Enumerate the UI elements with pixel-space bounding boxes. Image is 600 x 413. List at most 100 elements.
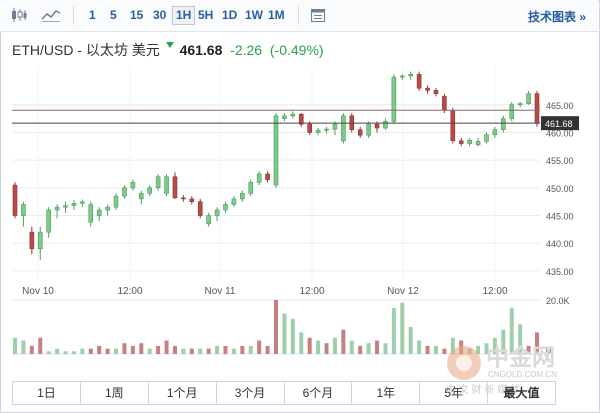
candle-body <box>399 75 405 78</box>
volume-bar <box>80 348 85 354</box>
candle-body <box>256 173 262 183</box>
volume-bar <box>526 345 531 354</box>
volume-bar <box>198 348 203 354</box>
volume-bar <box>240 345 245 354</box>
quote-header: ETH/USD - 以太坊 美元 461.68 -2.26 (-0.49%) <box>12 40 324 60</box>
symbol-name: ETH/USD - 以太坊 美元 <box>12 42 160 58</box>
interval-1d[interactable]: 1D <box>222 8 238 22</box>
toolbar: 1 5 15 30 1H 5H 1D 1W 1M 技术图表 » <box>0 0 598 32</box>
volume-bar <box>248 345 253 354</box>
volume-bar <box>88 348 93 354</box>
volume-bar <box>122 343 127 354</box>
candle-body <box>332 123 338 130</box>
candle-body <box>63 205 68 208</box>
interval-15[interactable]: 15 <box>130 8 144 22</box>
volume-bar <box>29 345 34 354</box>
volume-bar <box>156 345 161 354</box>
candle-body <box>450 110 456 142</box>
x-tick-label: 12:00 <box>117 286 142 297</box>
range-1d[interactable]: 1日 <box>13 382 81 404</box>
candle-body <box>324 128 329 131</box>
tech-chart-link[interactable]: 技术图表 » <box>527 10 586 24</box>
candle-body <box>425 87 430 91</box>
candle-body <box>509 104 515 119</box>
volume-bar <box>147 348 152 354</box>
range-1w[interactable]: 1周 <box>81 382 149 404</box>
last-price-tag <box>541 116 579 131</box>
volume-bar <box>231 348 236 354</box>
volume-bar <box>290 318 295 354</box>
last-price-tag-label: 461.68 <box>545 119 573 129</box>
candle-body <box>147 187 153 194</box>
volume-bar <box>358 345 363 354</box>
volume-bar <box>400 302 405 354</box>
volume-bar <box>114 348 119 354</box>
price-change: -2.26 <box>230 42 263 58</box>
volume-bar <box>265 345 270 354</box>
range-3mo[interactable]: 3个月 <box>217 382 285 404</box>
volume-bar <box>341 329 346 354</box>
candle-body <box>96 209 102 216</box>
interval-5[interactable]: 5 <box>110 8 117 22</box>
range-selector: 1日 1周 1个月 3个月 6个月 1年 5年 最大值 <box>12 381 556 405</box>
volume-bar <box>105 348 110 354</box>
candle-body <box>155 176 161 189</box>
interval-1m[interactable]: 1M <box>268 8 285 22</box>
candle-body <box>290 113 296 117</box>
candlestick-icon[interactable] <box>8 5 30 25</box>
volume-bar <box>316 340 321 354</box>
volume-bar <box>417 340 422 354</box>
calendar-icon[interactable] <box>307 5 329 25</box>
candle-body <box>298 113 304 125</box>
candle-body <box>88 204 94 223</box>
volume-bar <box>71 351 76 354</box>
candle-body <box>475 141 481 145</box>
candle-body <box>315 129 321 133</box>
interval-30[interactable]: 30 <box>153 8 167 22</box>
candle-body <box>307 123 312 133</box>
interval-5h[interactable]: 5H <box>198 8 214 22</box>
y-tick-label: 460.00 <box>546 128 574 138</box>
range-6mo[interactable]: 6个月 <box>285 382 353 404</box>
volume-bar <box>366 343 371 354</box>
range-1y[interactable]: 1年 <box>352 382 421 404</box>
candle-body <box>282 115 287 119</box>
watermark-cn: 中金网 <box>486 344 555 370</box>
interval-1[interactable]: 1 <box>89 8 96 22</box>
x-tick-label: Nov 10 <box>22 286 54 297</box>
interval-1w[interactable]: 1W <box>245 8 263 22</box>
volume-bar <box>433 345 438 354</box>
volume-bar <box>391 308 396 354</box>
candle-body <box>273 115 279 186</box>
volume-bar <box>206 348 211 354</box>
volume-bar <box>332 337 337 354</box>
x-tick-label: Nov 12 <box>387 286 419 297</box>
candle-body <box>517 103 523 106</box>
volume-bar <box>535 332 539 354</box>
line-chart-icon[interactable] <box>40 5 62 25</box>
interval-1h[interactable]: 1H <box>172 6 196 25</box>
range-1mo[interactable]: 1个月 <box>149 382 217 404</box>
candle-body <box>21 204 26 216</box>
volume-bar <box>282 313 287 354</box>
volume-bar <box>172 345 177 354</box>
volume-bar <box>476 345 481 354</box>
volume-bar <box>442 348 447 354</box>
y-tick-label: 450.00 <box>546 184 574 194</box>
volume-bar <box>257 340 262 354</box>
range-5y[interactable]: 5年 <box>420 382 489 404</box>
volume-bar <box>215 345 220 354</box>
candle-body <box>29 231 35 250</box>
volume-bar <box>349 340 354 354</box>
volume-bar <box>307 337 312 354</box>
volume-bar <box>501 329 506 354</box>
candle-body <box>467 139 472 144</box>
candle-body <box>391 76 397 122</box>
range-max[interactable]: 最大值 <box>503 386 540 400</box>
watermark-tagline: 中 文 财 新 媒 体 <box>446 383 520 395</box>
y-tick-label: 435.00 <box>546 267 574 277</box>
volume-bar <box>383 343 388 354</box>
volume-bar <box>13 337 17 354</box>
volume-bar <box>425 345 430 354</box>
